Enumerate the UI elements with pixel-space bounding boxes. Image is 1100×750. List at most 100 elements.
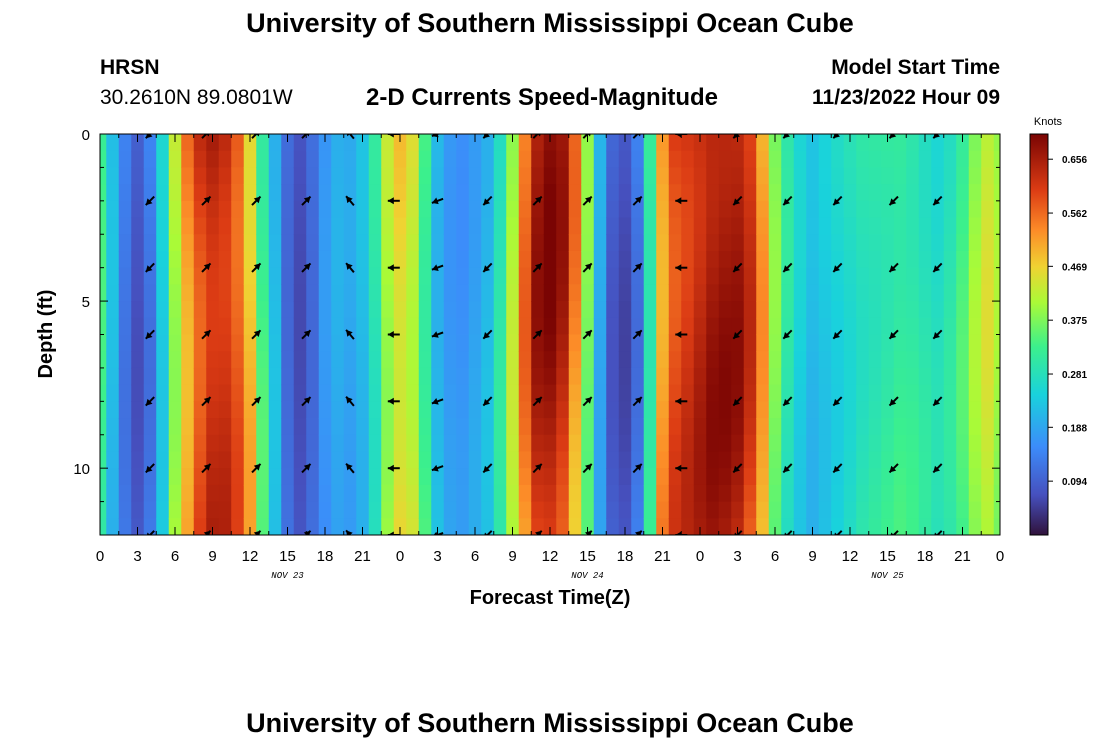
heatmap-cell xyxy=(856,434,870,453)
heatmap-cell xyxy=(456,501,470,519)
chart-title: 2-D Currents Speed-Magnitude xyxy=(366,84,719,111)
heatmap-cell xyxy=(143,317,157,336)
heatmap-cell xyxy=(881,267,895,285)
heatmap-cell xyxy=(456,284,470,302)
heatmap-cell xyxy=(418,267,432,285)
heatmap-cell xyxy=(356,418,370,436)
heatmap-cell xyxy=(543,518,557,535)
heatmap-cell xyxy=(318,367,332,386)
heatmap-cell xyxy=(393,501,407,519)
current-arrow-head xyxy=(675,531,682,535)
heatmap-cell xyxy=(281,167,295,185)
heatmap-cell xyxy=(431,167,445,185)
heatmap-cell xyxy=(643,367,657,386)
heatmap-cell xyxy=(231,217,245,235)
heatmap-cell xyxy=(756,150,770,169)
heatmap-cell xyxy=(593,434,607,453)
heatmap-cell xyxy=(368,217,382,235)
heatmap-cell xyxy=(843,401,857,419)
heatmap-cell xyxy=(568,451,582,469)
x-tick-label: 18 xyxy=(317,548,334,565)
heatmap-cell xyxy=(618,301,632,319)
heatmap-cell xyxy=(431,334,445,352)
heatmap-cell xyxy=(806,501,820,519)
heatmap-cell xyxy=(668,284,682,302)
current-arrow-head xyxy=(206,134,210,137)
heatmap-cell xyxy=(668,167,682,185)
heatmap-cell xyxy=(381,217,395,235)
heatmap-cell xyxy=(943,401,957,419)
heatmap-cell xyxy=(181,334,195,352)
heatmap-cell xyxy=(368,234,382,252)
x-axis-title: Forecast Time(Z) xyxy=(470,587,631,609)
heatmap-cell xyxy=(568,301,582,319)
heatmap-cell xyxy=(406,367,420,386)
heatmap-cell xyxy=(731,317,745,336)
heatmap-cell xyxy=(893,401,907,419)
heatmap-cell xyxy=(556,134,570,152)
heatmap-cell xyxy=(681,468,695,486)
heatmap-cell xyxy=(593,384,607,402)
heatmap-cell xyxy=(668,200,682,219)
heatmap-cell xyxy=(243,384,257,402)
heatmap-cell xyxy=(793,384,807,402)
heatmap-cell xyxy=(606,334,620,352)
current-arrow-head xyxy=(783,332,790,339)
heatmap-cell xyxy=(343,501,357,519)
heatmap-cell xyxy=(468,468,482,486)
heatmap-cell xyxy=(100,484,107,503)
heatmap-cell xyxy=(656,384,670,402)
heatmap-cell xyxy=(243,134,257,152)
heatmap-cell xyxy=(318,418,332,436)
heatmap-cell xyxy=(193,484,207,503)
heatmap-cell xyxy=(781,384,795,402)
heatmap-cell xyxy=(581,267,595,285)
heatmap-cell xyxy=(456,134,470,152)
heatmap-cell xyxy=(531,150,545,169)
heatmap-cell xyxy=(593,351,607,369)
heatmap-cell xyxy=(956,367,970,386)
heatmap-cell xyxy=(968,134,982,152)
heatmap-cell xyxy=(100,134,107,152)
heatmap-cell xyxy=(556,317,570,336)
heatmap-cell xyxy=(881,434,895,453)
current-arrow-head xyxy=(833,398,840,406)
heatmap-cell xyxy=(968,484,982,503)
heatmap-cell xyxy=(843,468,857,486)
heatmap-cell xyxy=(281,351,295,369)
heatmap-cell xyxy=(818,518,832,535)
heatmap-cell xyxy=(693,134,707,152)
x-axis: 0 3 6 9 12 15 18 21 0 3 6 9 12 15 18 21 0 3 6 9 12 15 18 21 0NOV… xyxy=(96,134,1004,581)
heatmap-cell xyxy=(781,167,795,185)
heatmap-cell xyxy=(856,200,870,219)
heatmap-cell xyxy=(943,518,957,535)
heatmap-cell xyxy=(868,484,882,503)
heatmap-cell xyxy=(456,301,470,319)
heatmap-cell xyxy=(481,250,495,269)
heatmap-cell xyxy=(256,418,270,436)
heatmap-cell xyxy=(618,384,632,402)
heatmap-cell xyxy=(318,384,332,402)
heatmap-cell xyxy=(818,284,832,302)
heatmap-cell xyxy=(368,284,382,302)
heatmap-cell xyxy=(181,184,195,202)
heatmap-cell xyxy=(518,150,532,169)
heatmap-cell xyxy=(818,468,832,486)
heatmap-cell xyxy=(293,518,307,535)
heatmap-cell xyxy=(343,401,357,419)
heatmap-cell xyxy=(906,301,920,319)
heatmap-cell xyxy=(106,367,120,386)
heatmap-cell xyxy=(793,451,807,469)
heatmap-cell xyxy=(668,401,682,419)
heatmap-cell xyxy=(868,451,882,469)
heatmap-cell xyxy=(818,384,832,402)
heatmap-cell xyxy=(293,434,307,453)
heatmap-cell xyxy=(181,418,195,436)
heatmap-cell xyxy=(993,384,1000,402)
heatmap-cell xyxy=(506,468,520,486)
heatmap-cell xyxy=(756,167,770,185)
current-arrow-head xyxy=(585,463,592,471)
heatmap-cell xyxy=(656,367,670,386)
heatmap-cell xyxy=(806,217,820,235)
heatmap-cell xyxy=(118,134,132,152)
